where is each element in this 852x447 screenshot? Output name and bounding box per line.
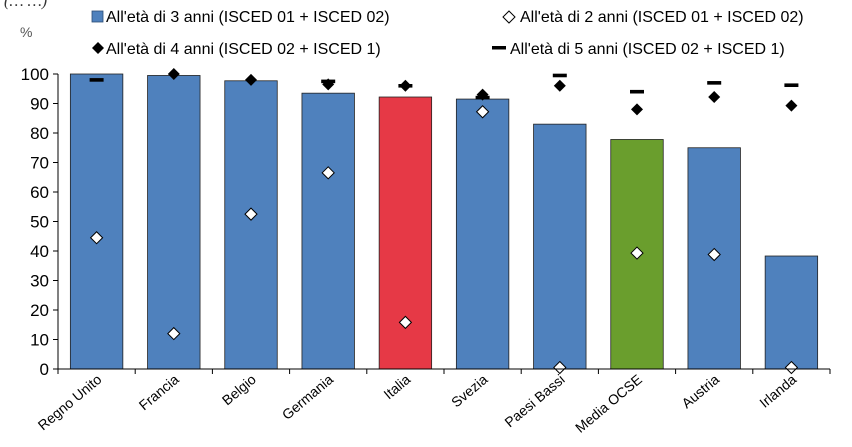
- x-tick-label: Belgio: [219, 371, 259, 408]
- x-tick-label: Paesi Bassi: [501, 371, 567, 430]
- marker-age-5: [398, 84, 413, 88]
- legend-swatch-bar: [91, 10, 104, 23]
- legend-marker-open-diamond: [502, 10, 516, 24]
- marker-age-5: [707, 81, 722, 85]
- marker-age-5: [552, 73, 567, 78]
- y-tick-label: 0: [40, 360, 49, 379]
- x-tick-label: Italia: [380, 371, 413, 402]
- bar: [224, 80, 278, 370]
- y-tick-label: 40: [30, 242, 49, 261]
- bar: [455, 98, 510, 370]
- marker-age-5: [89, 78, 104, 82]
- marker-age-2: [89, 231, 104, 245]
- marker-age-5: [784, 83, 799, 88]
- bar: [301, 92, 355, 370]
- marker-age-2: [167, 326, 181, 341]
- marker-age-2: [321, 166, 335, 180]
- x-tick-label: Francia: [136, 371, 182, 413]
- legend-label-dash: All'età di 5 anni (ISCED 02 + ISCED 1): [510, 41, 785, 58]
- y-tick-label: 70: [30, 154, 49, 173]
- bar: [764, 255, 819, 370]
- marker-age-2: [244, 207, 258, 221]
- marker-age-2: [630, 246, 644, 260]
- x-tick-label: Svezia: [448, 371, 491, 410]
- marker-age-5: [321, 79, 336, 84]
- y-tick-label: 90: [30, 95, 49, 114]
- marker-age-4: [167, 68, 180, 80]
- x-tick-label: Irlanda: [756, 371, 799, 411]
- cut-off-caption: (… …): [4, 0, 47, 10]
- marker-age-2: [475, 105, 490, 119]
- marker-age-5: [630, 89, 644, 94]
- x-axis: Regno Unito Francia Belgio Germania Italia Sv…: [35, 368, 831, 436]
- bar: [69, 73, 124, 370]
- marker-age-2: [398, 315, 413, 330]
- y-tick-label: 80: [30, 124, 49, 143]
- y-tick-label: 20: [30, 301, 49, 320]
- bar: [533, 123, 587, 370]
- bars: [69, 73, 819, 370]
- y-tick-label: 10: [30, 331, 49, 350]
- x-tick-label: Regno Unito: [35, 371, 105, 433]
- x-tick-label: Austria: [678, 371, 722, 411]
- y-tick-label: 30: [30, 272, 49, 291]
- bar: [147, 75, 201, 370]
- y-axis: 0 10 20 30 40 50 60 70 80 90 100: [21, 65, 59, 379]
- marker-age-4: [631, 103, 643, 116]
- y-tick-label: 60: [30, 183, 49, 202]
- marker-age-2: [707, 247, 721, 262]
- legend-label-open-diamond: All'età di 2 anni (ISCED 01 + ISCED 02): [520, 9, 804, 26]
- bar: [687, 147, 741, 370]
- marker-age-2: [553, 360, 567, 375]
- marker-age-4: [553, 79, 566, 92]
- y-tick-label: 50: [30, 213, 49, 232]
- markers: [89, 68, 799, 375]
- y-tick-label: 100: [21, 65, 49, 84]
- marker-age-4: [708, 91, 721, 104]
- marker-age-2: [784, 360, 799, 375]
- y-axis-unit: %: [20, 24, 32, 40]
- x-tick-label: Germania: [279, 371, 337, 423]
- x-tick-label: Media OCSE: [572, 371, 645, 436]
- marker-age-5: [475, 95, 490, 100]
- marker-age-4: [245, 73, 257, 86]
- legend-marker-dash: [492, 46, 506, 50]
- legend: All'età di 3 anni (ISCED 01 + ISCED 02) …: [91, 9, 804, 58]
- legend-label-bar: All'età di 3 anni (ISCED 01 + ISCED 02): [106, 9, 390, 26]
- marker-age-4: [785, 99, 798, 112]
- legend-label-filled-diamond: All'età di 4 anni (ISCED 02 + ISCED 1): [106, 41, 381, 58]
- legend-marker-filled-diamond: [92, 42, 104, 54]
